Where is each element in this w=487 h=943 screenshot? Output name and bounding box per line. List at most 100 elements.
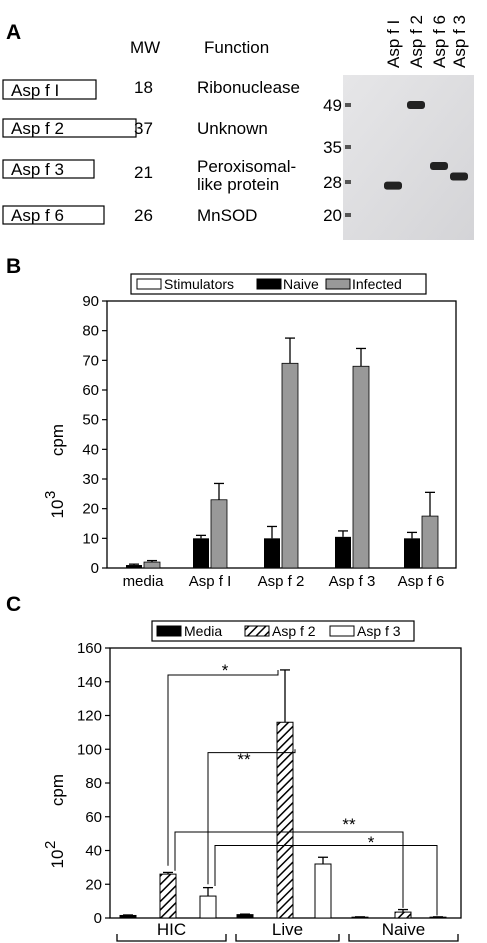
gel-lane-label: Asp f 6 xyxy=(430,15,449,68)
significance-bracket xyxy=(207,749,296,885)
y-tick-label: 140 xyxy=(77,674,102,691)
y-label-exp: 10 xyxy=(48,500,67,519)
x-tick-label: Asp f 3 xyxy=(329,573,376,590)
y-tick-label: 80 xyxy=(85,775,102,792)
bar-aspf3 xyxy=(199,895,217,919)
x-tick-label: Asp f 2 xyxy=(258,573,305,590)
bar-aspf2 xyxy=(276,721,294,919)
gel-lane-label: Asp f I xyxy=(384,20,403,68)
gel-marker-band xyxy=(345,103,351,107)
group-label: Live xyxy=(272,920,303,939)
significance-mark: * xyxy=(222,661,229,680)
bar-infected xyxy=(210,499,228,569)
bar-infected xyxy=(281,362,299,569)
y-label-exp-sup: 2 xyxy=(42,841,59,849)
y-tick-label: 0 xyxy=(94,910,102,927)
plot-frame xyxy=(106,300,457,569)
panel-b-letter: B xyxy=(6,255,21,278)
bar-naive xyxy=(335,536,351,568)
legend-aspf2: Asp f 2 xyxy=(272,623,316,639)
legend-aspf3: Asp f 3 xyxy=(357,623,401,639)
gel-marker-label: 49 xyxy=(323,96,342,115)
bar-naive xyxy=(193,538,209,568)
panel-a-letter: A xyxy=(6,21,21,44)
protein-row-3: Asp f 3 21 Peroxisomal- like protein xyxy=(2,157,296,194)
y-tick-label: 70 xyxy=(82,352,99,369)
protein-mw: 21 xyxy=(134,163,153,182)
protein-mw: 26 xyxy=(134,206,153,225)
gel-band xyxy=(384,181,402,190)
group-bracket xyxy=(116,934,227,942)
panel-c-ylabel: cpm 10 2 xyxy=(42,774,67,869)
gel-marker-band xyxy=(345,213,351,217)
y-label-cpm: cpm xyxy=(48,774,67,806)
protein-mw: 18 xyxy=(134,78,153,97)
legend-swatch-media xyxy=(156,625,182,637)
legend-swatch-infected xyxy=(325,278,351,290)
y-tick-label: 0 xyxy=(91,560,99,577)
panel-c: C Media Asp f 2 Asp f 3 0 20 40 60 80 100 120 1… xyxy=(6,593,462,942)
gel-lane-label: Asp f 3 xyxy=(450,15,469,68)
y-tick-label: 20 xyxy=(82,501,99,518)
x-tick-label: Asp f I xyxy=(189,573,232,590)
y-tick-label: 40 xyxy=(82,441,99,458)
panel-a: A MW Function Asp f I 18 Ribonuclease As… xyxy=(2,15,474,240)
gel-marker-band xyxy=(345,180,351,184)
protein-function: Ribonuclease xyxy=(197,78,300,97)
bar-naive xyxy=(264,538,280,568)
bar-infected xyxy=(421,515,439,569)
bar-infected xyxy=(352,365,370,569)
bar-media xyxy=(236,914,254,919)
legend-swatch-aspf2 xyxy=(244,625,270,637)
significance-bracket xyxy=(167,669,279,866)
y-tick-label: 100 xyxy=(77,741,102,758)
panel-c-letter: C xyxy=(6,593,21,616)
y-label-cpm: cpm xyxy=(48,424,67,456)
significance-mark: ** xyxy=(237,750,251,769)
y-tick-label: 120 xyxy=(77,708,102,725)
y-tick-label: 30 xyxy=(82,471,99,488)
function-header: Function xyxy=(204,38,269,57)
panel-c-legend: Media Asp f 2 Asp f 3 xyxy=(151,620,415,642)
legend-stimulators: Stimulators xyxy=(164,276,234,292)
y-tick-label: 60 xyxy=(85,809,102,826)
significance-bracket xyxy=(214,844,438,916)
gel-marker-label: 35 xyxy=(323,138,342,157)
protein-row-1: Asp f I 18 Ribonuclease xyxy=(2,78,300,100)
protein-box xyxy=(2,205,105,225)
protein-function: MnSOD xyxy=(197,206,257,225)
panel-b-axes: 0 10 20 30 40 50 60 70 80 90 xyxy=(82,293,457,577)
gel-image: 49 35 28 20 Asp f I Asp f 2 Asp f 6 Asp f 3 xyxy=(323,15,474,240)
gel-lane-label: Asp f 2 xyxy=(407,15,426,68)
protein-row-4: Asp f 6 26 MnSOD xyxy=(2,205,257,225)
y-label-exp-sup: 3 xyxy=(42,491,59,499)
y-tick-label: 20 xyxy=(85,876,102,893)
panel-b-legend: Stimulators Naive Infected xyxy=(130,273,427,295)
protein-function-line1: Peroxisomal- xyxy=(197,157,296,176)
group-label: Naive xyxy=(382,920,425,939)
gel-band xyxy=(430,162,448,171)
significance-mark: ** xyxy=(342,815,356,834)
protein-name: Asp f 2 xyxy=(11,119,64,138)
y-label-exp: 10 xyxy=(48,850,67,869)
y-tick-label: 10 xyxy=(82,530,99,547)
protein-name: Asp f I xyxy=(11,81,59,100)
protein-box xyxy=(2,79,97,100)
bar-aspf2 xyxy=(394,911,412,919)
protein-box xyxy=(2,159,95,179)
gel-marker-label: 20 xyxy=(323,206,342,225)
x-tick-label: media xyxy=(123,573,165,590)
panel-b-bars: media Asp f I Asp f 2 Asp f 3 Asp f 6 xyxy=(123,337,444,590)
gel-marker-label: 28 xyxy=(323,173,342,192)
protein-box xyxy=(2,118,137,138)
bar-media xyxy=(119,914,137,919)
significance-bracket xyxy=(174,831,404,908)
gel-background xyxy=(343,75,474,240)
y-tick-label: 50 xyxy=(82,412,99,429)
group-bracket xyxy=(235,934,340,942)
bar-infected xyxy=(143,561,161,569)
protein-row-2: Asp f 2 37 Unknown xyxy=(2,118,268,138)
legend-swatch-aspf3 xyxy=(329,625,355,637)
protein-mw: 37 xyxy=(134,119,153,138)
